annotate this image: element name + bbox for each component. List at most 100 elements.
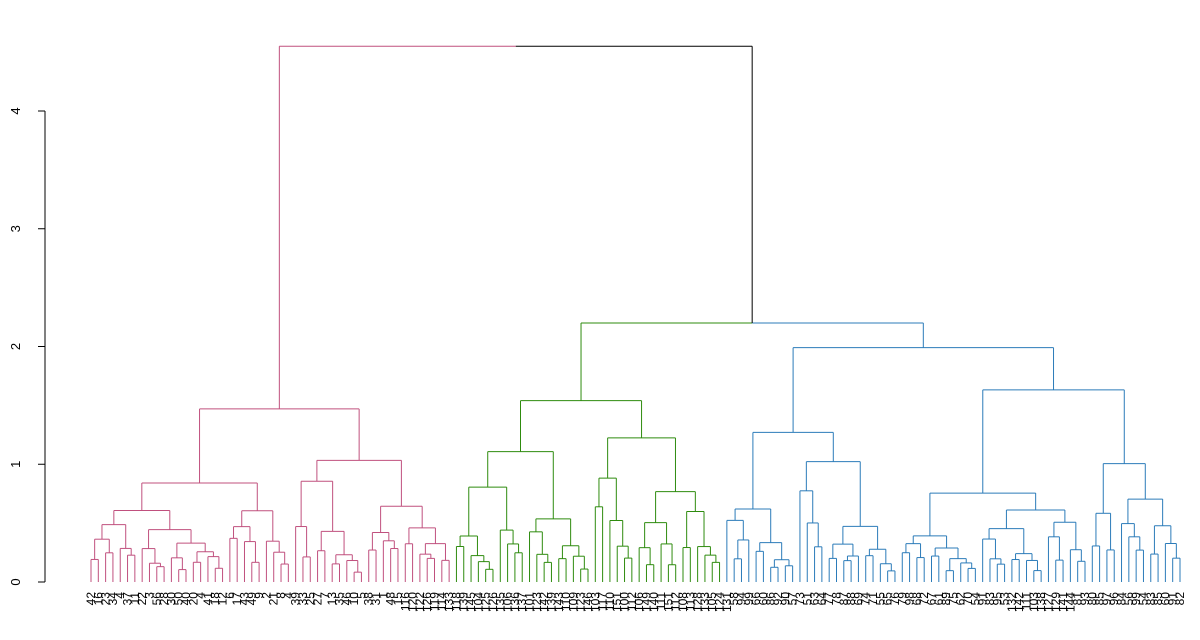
leaf-label: 137: [515, 592, 529, 612]
leaf-label: 31: [369, 592, 383, 606]
leaf-label: 80: [1085, 592, 1099, 606]
leaf-label: 71: [866, 592, 880, 606]
leaf-label: 56: [150, 592, 164, 606]
leaf-label: 131: [720, 592, 734, 612]
leaf-label: 78: [829, 592, 843, 606]
leaf-label: 77: [822, 592, 836, 606]
leaf-label: 38: [362, 592, 376, 606]
leaf-label: 88: [844, 592, 858, 606]
leaf-label: 6: [223, 592, 237, 599]
leaf-label: 48: [384, 592, 398, 606]
leaf-label: 91: [976, 592, 990, 606]
leaf-label: 126: [486, 592, 500, 612]
leaf-label: 113: [683, 592, 697, 611]
leaf-label: 57: [786, 592, 800, 606]
leaf-label: 145: [464, 592, 478, 612]
leaf-label: 27: [311, 592, 325, 606]
leaf-label: 4: [281, 592, 295, 599]
leaf-label: 111: [1020, 592, 1034, 611]
leaf-label: 144: [1063, 592, 1077, 612]
leaf-label: 133: [698, 592, 712, 612]
leaf-label: 35: [332, 592, 346, 606]
leaf-label: 74: [859, 592, 873, 606]
leaf-label: 143: [552, 592, 566, 612]
leaf-label: 17: [230, 592, 244, 606]
leaf-label: 33: [296, 592, 310, 606]
leaf-label: 139: [457, 592, 471, 612]
leaf-label: 11: [128, 592, 142, 605]
leaf-label: 9: [252, 592, 266, 599]
leaf-label: 87: [837, 592, 851, 606]
leaf-label: 50: [172, 592, 186, 606]
leaf-label: 112: [669, 592, 683, 611]
leaf-label: 54: [968, 592, 982, 606]
leaf-label: 114: [435, 592, 449, 611]
leaf-label: 51: [800, 592, 814, 606]
leaf-label: 37: [121, 592, 135, 606]
leaf-label: 34: [106, 592, 120, 606]
leaf-label: 70: [961, 592, 975, 606]
leaf-label: 127: [1041, 592, 1055, 612]
leaf-label: 55: [873, 592, 887, 606]
y-tick-label: 0: [8, 578, 23, 585]
leaf-label: 39: [289, 592, 303, 606]
leaf-label: 1: [376, 592, 390, 599]
leaf-label: 110: [603, 592, 617, 611]
leaf-label: 8: [274, 592, 288, 599]
leaf-label: 106: [501, 592, 515, 612]
y-tick-label: 1: [8, 461, 23, 468]
leaf-label: 42: [84, 592, 98, 606]
leaf-label: 22: [135, 592, 149, 606]
leaf-label: 10: [347, 592, 361, 606]
leaf-label: 142: [537, 592, 551, 612]
leaf-label: 151: [610, 592, 624, 612]
leaf-label: 85: [1093, 592, 1107, 606]
leaf-label: 30: [164, 592, 178, 606]
leaf-label: 111: [654, 592, 668, 611]
leaf-label: 41: [201, 592, 215, 606]
y-axis: 0 1 2 3 4: [8, 107, 46, 586]
leaf-label: 141: [1056, 592, 1070, 612]
y-tick-label: 2: [8, 343, 23, 350]
leaf-label: 54: [1136, 592, 1150, 606]
leaf-label: 103: [1027, 592, 1041, 612]
leaf-label: 28: [157, 592, 171, 606]
leaf-label: 12: [216, 592, 230, 606]
leaf-label: 123: [530, 592, 544, 612]
leaf-label: 7: [318, 592, 332, 599]
leaf-label: 96: [1107, 592, 1121, 606]
y-tick-label: 3: [8, 225, 23, 232]
leaf-label: 117: [596, 592, 610, 611]
leaf-label: 94: [734, 592, 748, 606]
leaf-label: 75: [946, 592, 960, 606]
leaf-label: 128: [691, 592, 705, 612]
leaf-label: 40: [179, 592, 193, 606]
dendrogram-branches: [90, 45, 1181, 582]
leaf-label: 119: [428, 592, 442, 611]
leaf-label: 109: [566, 592, 580, 612]
leaf-label: 92: [771, 592, 785, 606]
leaf-label: 139: [544, 592, 558, 612]
leaf-label: 103: [588, 592, 602, 612]
leaf-label: 124: [713, 592, 727, 612]
leaf-label: 66: [749, 592, 763, 606]
leaf-label: 60: [756, 592, 770, 606]
leaf-labels: 4216233443711223562830504020441181261743…: [84, 592, 1187, 612]
leaf-label: 4: [194, 592, 208, 599]
leaf-label: 49: [245, 592, 259, 606]
leaf-label: 98: [903, 592, 917, 606]
leaf-label: 90: [778, 592, 792, 606]
leaf-label: 86: [764, 592, 778, 606]
leaf-label: 73: [793, 592, 807, 606]
leaf-label: 126: [420, 592, 434, 612]
leaf-label: 132: [1005, 592, 1019, 612]
y-tick-label: 4: [8, 107, 23, 114]
leaf-label: 18: [208, 592, 222, 606]
leaf-label: 142: [1012, 592, 1026, 612]
leaf-label: 129: [1049, 592, 1063, 612]
leaf-label: 101: [523, 592, 537, 612]
leaf-label: 68: [910, 592, 924, 606]
leaf-label: 4: [113, 592, 127, 599]
leaf-label: 64: [815, 592, 829, 606]
leaf-label: 3: [142, 592, 156, 599]
